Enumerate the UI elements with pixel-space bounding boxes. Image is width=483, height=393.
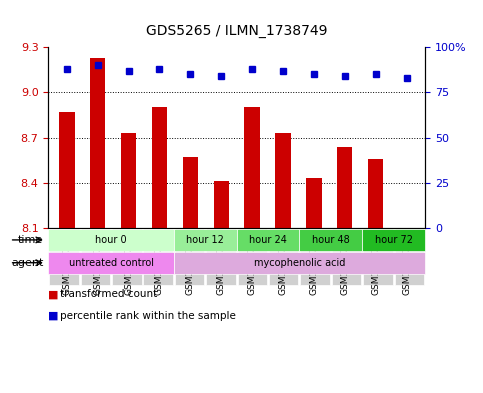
Text: hour 48: hour 48 [312, 235, 350, 245]
Bar [152, 107, 167, 228]
Bar [90, 58, 105, 228]
Text: untreated control: untreated control [69, 258, 154, 268]
Bar [244, 107, 260, 228]
Text: hour 12: hour 12 [186, 235, 224, 245]
Text: hour 72: hour 72 [375, 235, 412, 245]
Text: mycophenolic acid: mycophenolic acid [254, 258, 345, 268]
Text: transformed count: transformed count [60, 289, 157, 299]
Bar [368, 159, 384, 228]
Bar [59, 112, 74, 228]
Bar [275, 133, 291, 228]
Text: hour 24: hour 24 [249, 235, 287, 245]
Bar [213, 181, 229, 228]
Text: ■: ■ [48, 311, 59, 321]
Text: percentile rank within the sample: percentile rank within the sample [60, 311, 236, 321]
Bar [337, 147, 353, 228]
Text: agent: agent [11, 258, 43, 268]
Text: ■: ■ [48, 289, 59, 299]
Bar [183, 157, 198, 228]
Bar [121, 133, 136, 228]
Text: GDS5265 / ILMN_1738749: GDS5265 / ILMN_1738749 [146, 24, 327, 38]
Text: time: time [18, 235, 43, 245]
Text: hour 0: hour 0 [95, 235, 127, 245]
Bar [306, 178, 322, 228]
